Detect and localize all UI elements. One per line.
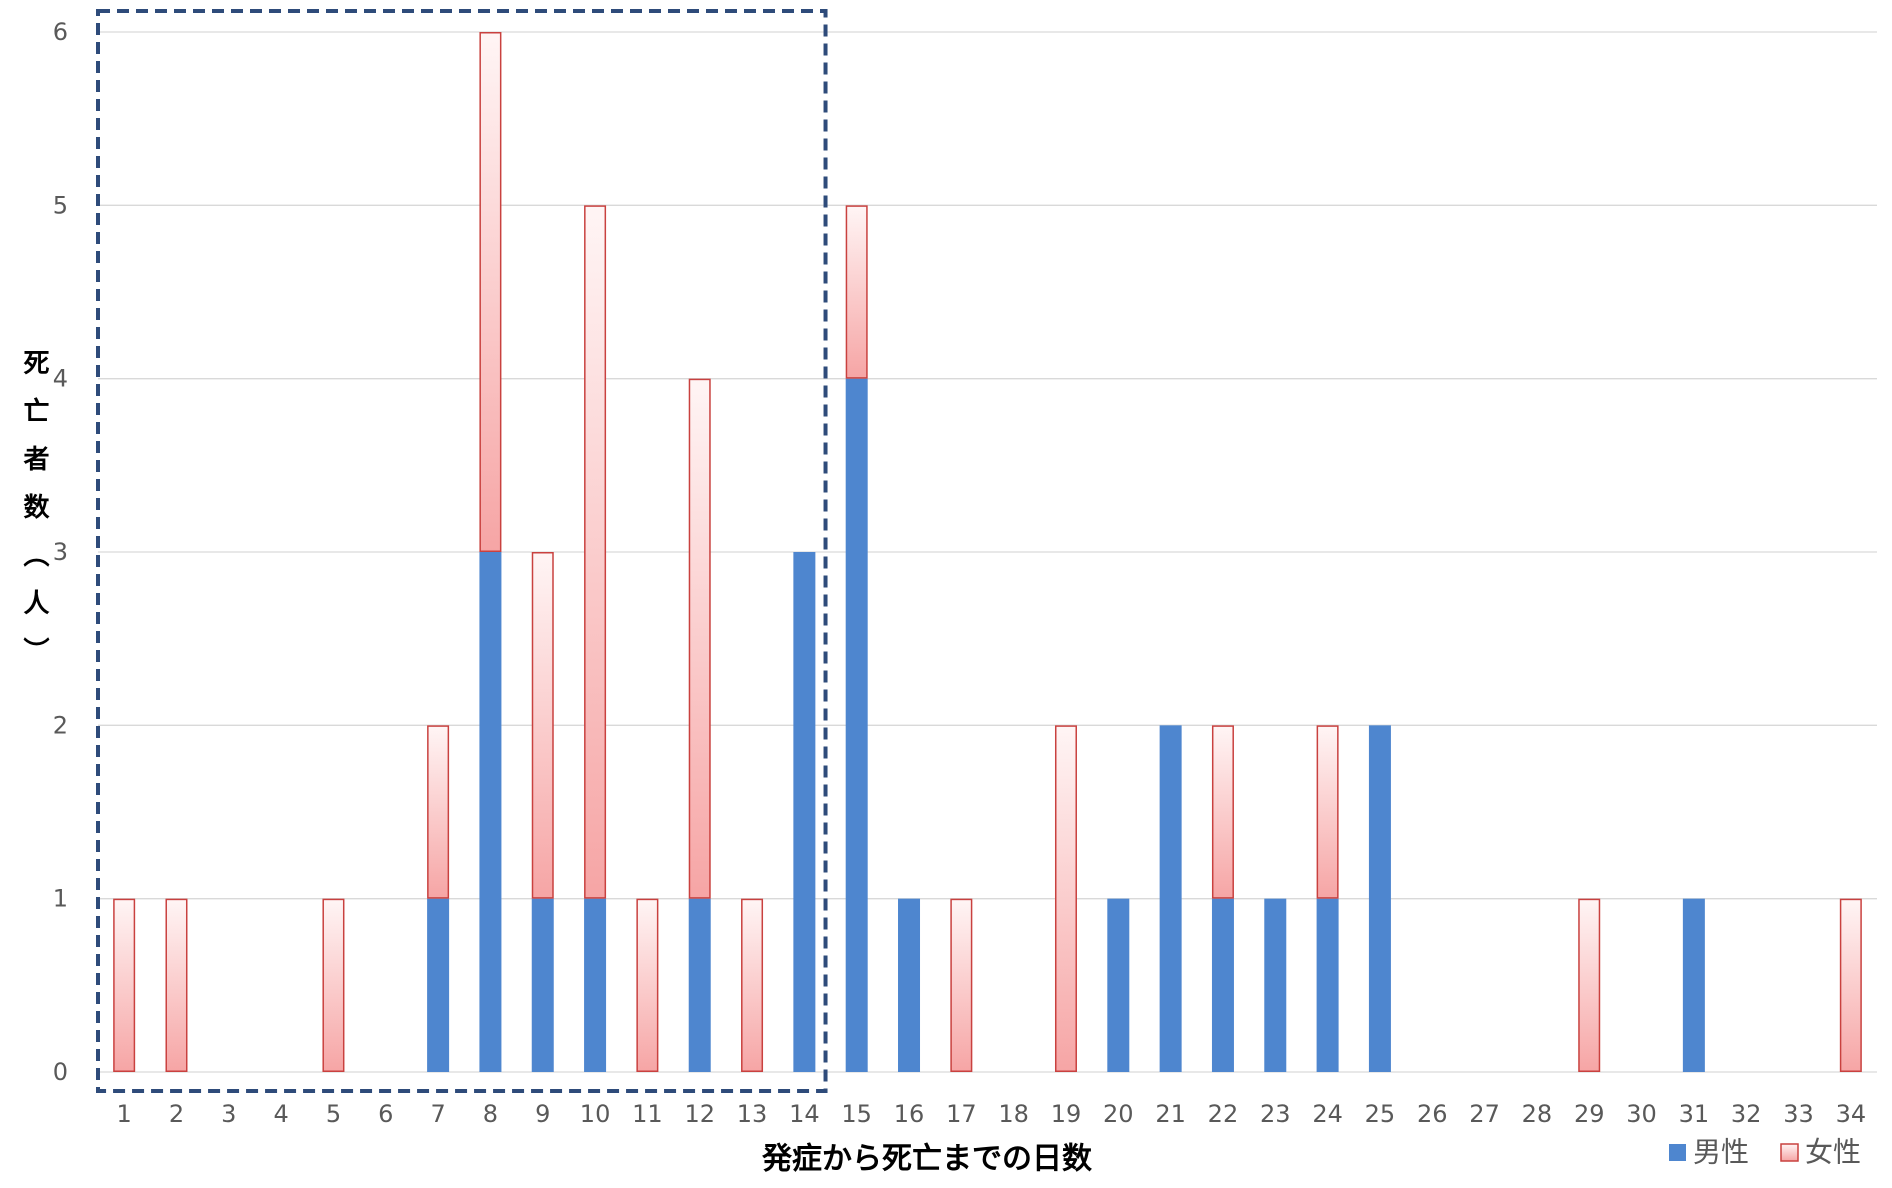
x-tick-label-14: 14 xyxy=(789,1100,820,1128)
x-tick-label-13: 13 xyxy=(737,1100,768,1128)
x-tick-label-4: 4 xyxy=(273,1100,288,1128)
x-tick-label-15: 15 xyxy=(841,1100,872,1128)
bar-male-day-9 xyxy=(531,898,554,1072)
x-tick-label-1: 1 xyxy=(117,1100,132,1128)
x-tick-label-30: 30 xyxy=(1626,1100,1657,1128)
x-tick-label-5: 5 xyxy=(326,1100,341,1128)
x-tick-label-18: 18 xyxy=(998,1100,1029,1128)
x-tick-label-24: 24 xyxy=(1312,1100,1343,1128)
y-tick-label-2: 2 xyxy=(53,711,68,739)
legend-item-male: 男性 xyxy=(1669,1136,1749,1169)
x-tick-label-20: 20 xyxy=(1103,1100,1134,1128)
bar-male-day-25 xyxy=(1368,725,1391,1072)
x-tick-label-17: 17 xyxy=(946,1100,977,1128)
bar-male-day-10 xyxy=(584,898,607,1072)
y-tick-label-1: 1 xyxy=(53,885,68,913)
bar-female-day-22 xyxy=(1211,725,1234,899)
bar-female-day-34 xyxy=(1839,898,1862,1073)
bar-female-day-10 xyxy=(584,205,607,899)
x-tick-label-32: 32 xyxy=(1731,1100,1762,1128)
x-tick-label-29: 29 xyxy=(1574,1100,1605,1128)
x-tick-label-8: 8 xyxy=(483,1100,498,1128)
x-tick-label-25: 25 xyxy=(1365,1100,1396,1128)
gridlines xyxy=(98,31,1877,1073)
bar-male-day-14 xyxy=(793,552,816,1072)
x-tick-label-9: 9 xyxy=(535,1100,550,1128)
legend-label-female: 女性 xyxy=(1805,1136,1861,1169)
bar-female-day-12 xyxy=(688,378,711,899)
x-tick-label-31: 31 xyxy=(1679,1100,1710,1128)
highlight-box xyxy=(96,9,828,1093)
x-tick-label-10: 10 xyxy=(580,1100,611,1128)
bar-female-day-2 xyxy=(165,898,188,1073)
x-tick-label-19: 19 xyxy=(1051,1100,1082,1128)
bar-male-day-7 xyxy=(427,898,450,1072)
x-tick-label-7: 7 xyxy=(430,1100,445,1128)
bar-female-day-17 xyxy=(950,898,973,1073)
bar-female-day-9 xyxy=(531,552,554,899)
bar-female-day-29 xyxy=(1578,898,1601,1073)
bar-female-day-24 xyxy=(1316,725,1339,899)
bars xyxy=(113,32,1862,1073)
x-tick-label-16: 16 xyxy=(894,1100,925,1128)
bar-male-day-23 xyxy=(1264,898,1287,1072)
bar-male-day-12 xyxy=(688,898,711,1072)
y-axis-title: 死亡者数（人） xyxy=(19,349,49,685)
y-tick-label-0: 0 xyxy=(53,1058,68,1086)
bar-male-day-21 xyxy=(1159,725,1182,1072)
y-tick-label-3: 3 xyxy=(53,538,68,566)
bar-male-day-22 xyxy=(1211,898,1234,1072)
legend-item-female: 女性 xyxy=(1780,1136,1861,1169)
y-tick-label-5: 5 xyxy=(53,191,68,219)
x-tick-label-34: 34 xyxy=(1836,1100,1867,1128)
legend-swatch-male xyxy=(1669,1144,1686,1161)
x-tick-label-22: 22 xyxy=(1208,1100,1239,1128)
x-tick-label-33: 33 xyxy=(1783,1100,1814,1128)
legend: 男性 女性 xyxy=(1669,1136,1861,1169)
bar-female-day-13 xyxy=(741,898,764,1073)
bar-male-day-8 xyxy=(479,552,502,1072)
x-tick-label-27: 27 xyxy=(1469,1100,1500,1128)
x-tick-label-26: 26 xyxy=(1417,1100,1448,1128)
x-tick-label-12: 12 xyxy=(684,1100,715,1128)
x-tick-label-11: 11 xyxy=(632,1100,663,1128)
bar-female-day-5 xyxy=(322,898,345,1073)
bar-female-day-11 xyxy=(636,898,659,1073)
legend-label-male: 男性 xyxy=(1693,1136,1749,1169)
y-tick-labels: 0 1 2 3 4 5 6 xyxy=(53,18,68,1086)
bar-male-day-31 xyxy=(1682,898,1705,1072)
bar-female-day-1 xyxy=(113,898,136,1073)
bar-female-day-7 xyxy=(427,725,450,899)
legend-swatch-female xyxy=(1780,1143,1799,1162)
x-tick-label-23: 23 xyxy=(1260,1100,1291,1128)
x-axis-title: 発症から死亡までの日数 xyxy=(761,1142,1093,1177)
x-tick-label-2: 2 xyxy=(169,1100,184,1128)
x-tick-label-3: 3 xyxy=(221,1100,236,1128)
bar-female-day-19 xyxy=(1054,725,1077,1072)
bar-male-day-16 xyxy=(898,898,921,1072)
x-tick-label-28: 28 xyxy=(1522,1100,1553,1128)
bar-female-day-8 xyxy=(479,32,502,552)
y-tick-label-4: 4 xyxy=(53,365,68,393)
bar-male-day-24 xyxy=(1316,898,1339,1072)
y-tick-label-6: 6 xyxy=(53,18,68,46)
x-tick-label-6: 6 xyxy=(378,1100,393,1128)
bar-male-day-20 xyxy=(1107,898,1130,1072)
bar-male-day-15 xyxy=(845,378,868,1073)
bar-female-day-15 xyxy=(845,205,868,379)
x-tick-labels: 1 2 3 4 5 6 7 8 9 10 11 12 13 14 15 16 17 18 19 20 21 22 23 24 2… xyxy=(117,1100,1867,1128)
x-tick-label-21: 21 xyxy=(1155,1100,1186,1128)
